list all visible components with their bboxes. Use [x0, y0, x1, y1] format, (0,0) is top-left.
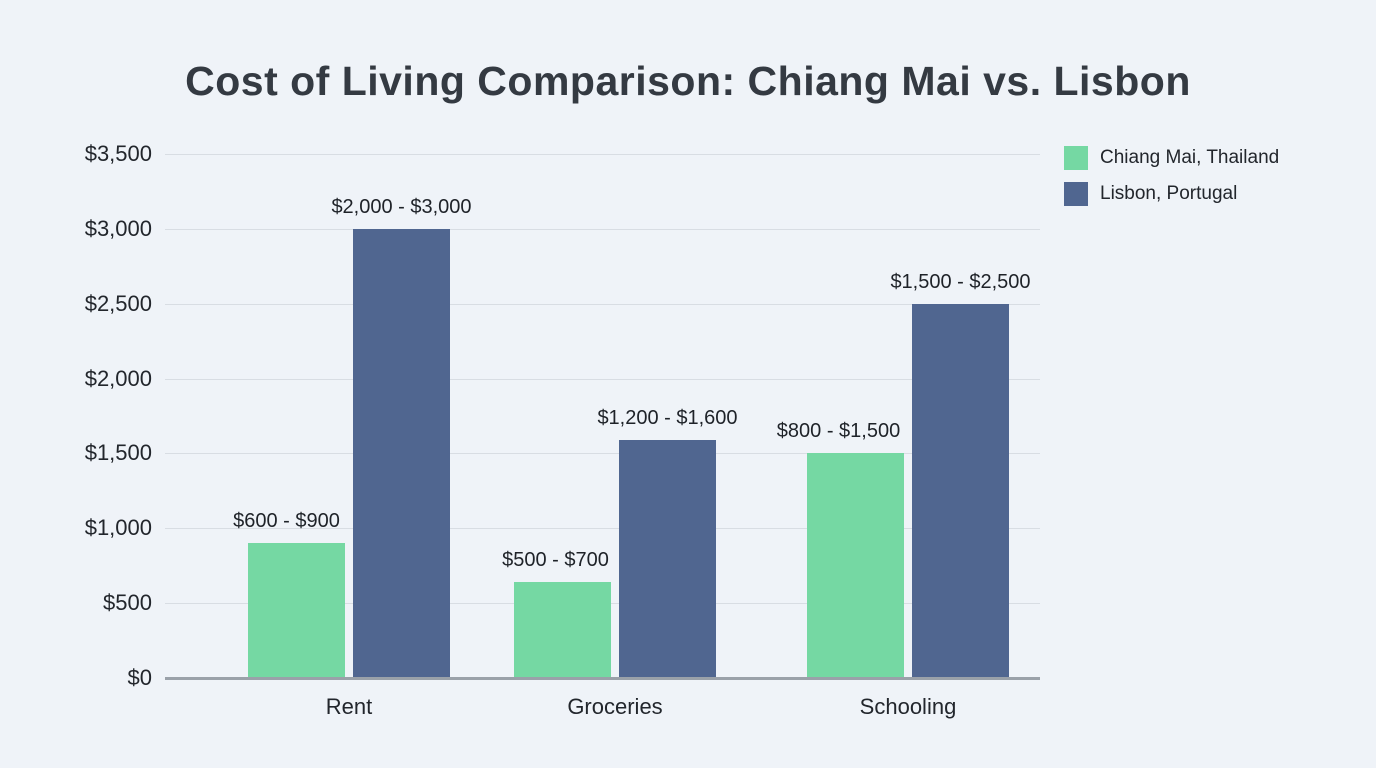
legend-swatch-icon	[1064, 182, 1088, 206]
gridline	[165, 453, 1040, 455]
legend: Chiang Mai, Thailand Lisbon, Portugal	[1064, 146, 1279, 218]
legend-swatch-icon	[1064, 146, 1088, 170]
bar-label-chiang-mai-groceries: $500 - $700	[502, 549, 609, 572]
y-tick-label: $0	[127, 665, 152, 690]
y-tick-label: $500	[103, 590, 152, 616]
bar-label-chiang-mai-rent: $600 - $900	[233, 510, 340, 533]
bar-chiang-mai-rent	[248, 543, 345, 677]
gridline	[165, 528, 1040, 530]
legend-label: Lisbon, Portugal	[1100, 183, 1238, 204]
bar-label-lisbon-groceries: $1,200 - $1,600	[597, 406, 738, 429]
bar-lisbon-groceries	[619, 439, 716, 677]
x-tick-label-groceries: Groceries	[567, 694, 663, 719]
bar-chiang-mai-groceries	[514, 582, 611, 677]
x-axis-baseline	[165, 677, 1040, 680]
legend-label: Chiang Mai, Thailand	[1100, 147, 1280, 168]
bar-chiang-mai-schooling	[807, 453, 904, 677]
gridline	[165, 228, 1040, 230]
gridline	[165, 378, 1040, 380]
gridline	[165, 154, 1040, 155]
y-tick-label: $1,500	[84, 440, 152, 466]
x-tick-label-rent: Rent	[325, 694, 373, 719]
y-tick-label: $2,000	[84, 365, 152, 391]
bar-label-lisbon-schooling: $1,500 - $2,500	[890, 270, 1031, 293]
y-tick-label: $3,000	[84, 215, 152, 241]
gridline	[165, 303, 1040, 305]
x-tick-label-schooling: Schooling	[859, 694, 957, 719]
y-tick-label: $3,500	[84, 141, 152, 166]
legend-item: Lisbon, Portugal	[1064, 182, 1279, 206]
bar-lisbon-schooling	[912, 303, 1009, 677]
chart-title: Cost of Living Comparison: Chiang Mai vs…	[185, 58, 1191, 104]
y-tick-label: $1,000	[84, 515, 152, 541]
y-tick-label: $2,500	[84, 290, 152, 316]
legend-item: Chiang Mai, Thailand	[1064, 146, 1279, 170]
bar-lisbon-rent	[353, 228, 450, 677]
bar-label-chiang-mai-schooling: $800 - $1,500	[776, 420, 901, 443]
bar-label-lisbon-rent: $2,000 - $3,000	[331, 195, 472, 218]
